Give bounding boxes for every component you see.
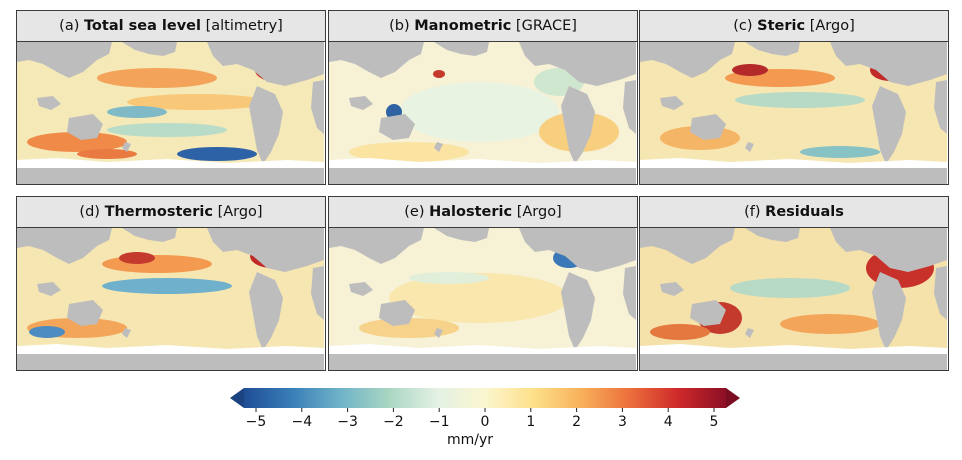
panel-letter: (b)	[389, 18, 410, 34]
colorbar-tick-label: −1	[429, 414, 450, 430]
panel-letter: (e)	[404, 204, 425, 220]
colorbar: −5 −4 −3 −2 −1 0 1 2 3 4 5 mm/yr	[230, 382, 740, 456]
panel-title: (b) Manometric [GRACE]	[329, 11, 637, 42]
colorbar-tick-label: 2	[572, 414, 581, 430]
steric-map	[640, 42, 947, 184]
panel-title: (f) Residuals	[640, 197, 948, 228]
colorbar-tick-label: 1	[526, 414, 535, 430]
colorbar-min-arrow	[230, 388, 244, 408]
thermosteric-map	[17, 228, 324, 370]
sea-level-map	[17, 42, 324, 184]
colorbar-tick-label: 0	[481, 414, 490, 430]
panel-total-sea-level: (a) Total sea level [altimetry]	[16, 10, 326, 185]
panel-name: Thermosteric	[104, 204, 213, 220]
colorbar-tick-label: 5	[710, 414, 719, 430]
panel-title: (a) Total sea level [altimetry]	[17, 11, 325, 42]
panel-source: [Argo]	[217, 204, 263, 220]
panel-letter: (f)	[744, 204, 761, 220]
panel-name: Manometric	[414, 18, 512, 34]
panel-letter: (d)	[79, 204, 100, 220]
colorbar-max-arrow	[726, 388, 740, 408]
colorbar-tick-label: −2	[383, 414, 404, 430]
colorbar-unit: mm/yr	[447, 432, 493, 448]
colorbar-tick-label: 4	[664, 414, 673, 430]
panel-halosteric: (e) Halosteric [Argo]	[328, 196, 638, 371]
colorbar-tick-label: −4	[291, 414, 312, 430]
colorbar-tick-label: −3	[337, 414, 358, 430]
panel-name: Halosteric	[429, 204, 513, 220]
panel-source: [GRACE]	[515, 18, 577, 34]
panel-title: (c) Steric [Argo]	[640, 11, 948, 42]
halosteric-map	[329, 228, 636, 370]
colorbar-tick-label: −5	[246, 414, 267, 430]
panel-residuals: (f) Residuals	[639, 196, 949, 371]
panel-letter: (c)	[733, 18, 753, 34]
panel-source: [altimetry]	[205, 18, 283, 34]
panel-name: Total sea level	[83, 18, 201, 34]
panel-source: [Argo]	[516, 204, 562, 220]
residuals-map	[640, 228, 947, 370]
panel-letter: (a)	[59, 18, 80, 34]
panel-title: (e) Halosteric [Argo]	[329, 197, 637, 228]
panel-manometric: (b) Manometric [GRACE]	[328, 10, 638, 185]
panel-source: [Argo]	[809, 18, 855, 34]
panel-name: Steric	[757, 18, 806, 34]
panel-thermosteric: (d) Thermosteric [Argo]	[16, 196, 326, 371]
panel-title: (d) Thermosteric [Argo]	[17, 197, 325, 228]
colorbar-bar	[244, 388, 726, 408]
panel-name: Residuals	[765, 204, 844, 220]
colorbar-tick-label: 3	[618, 414, 627, 430]
manometric-map	[329, 42, 636, 184]
colorbar-graphic: −5 −4 −3 −2 −1 0 1 2 3 4 5 mm/yr	[230, 388, 740, 448]
panel-steric: (c) Steric [Argo]	[639, 10, 949, 185]
